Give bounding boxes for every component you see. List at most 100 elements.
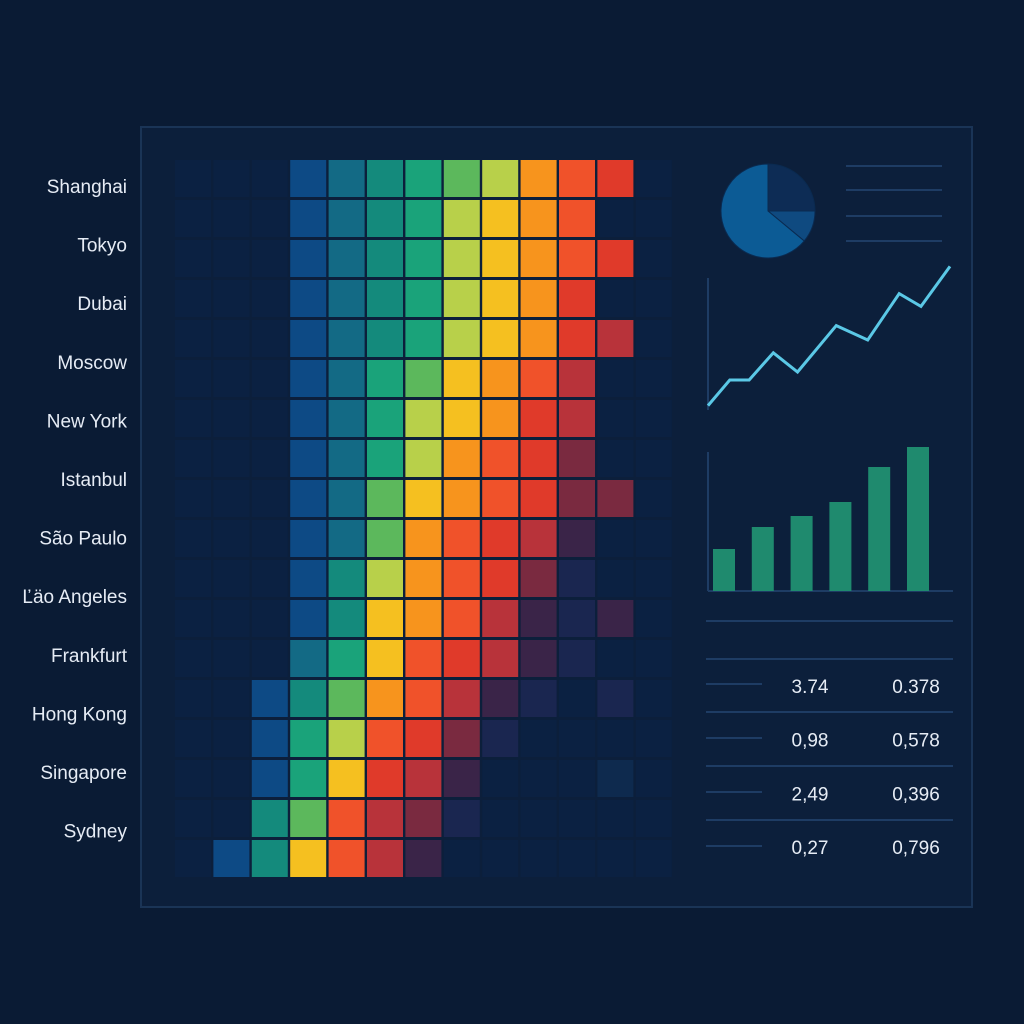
heatmap-cell bbox=[520, 560, 557, 597]
heatmap-cell bbox=[290, 600, 327, 637]
heatmap-cell bbox=[559, 240, 595, 277]
heatmap-cell bbox=[367, 720, 403, 757]
heatmap-cell bbox=[290, 800, 327, 837]
heatmap-cell bbox=[482, 480, 519, 517]
row-label: Moscow bbox=[57, 353, 127, 374]
heatmap-cell bbox=[175, 600, 211, 637]
heatmap-cell bbox=[367, 320, 403, 357]
heatmap-cell bbox=[213, 280, 250, 317]
heatmap-cell bbox=[559, 200, 595, 237]
heatmap-cell bbox=[367, 840, 403, 877]
heatmap-cell bbox=[251, 240, 288, 277]
heatmap-cell bbox=[251, 440, 288, 477]
heatmap-cell bbox=[175, 560, 211, 597]
heatmap-cell bbox=[482, 160, 519, 197]
row-label: Ľäo Angeles bbox=[22, 587, 127, 608]
heatmap-cell bbox=[520, 200, 557, 237]
heatmap-cell bbox=[251, 600, 288, 637]
heatmap-cell bbox=[328, 760, 365, 797]
heatmap-cell bbox=[328, 520, 365, 557]
heatmap-cell bbox=[290, 280, 327, 317]
heatmap-cell bbox=[405, 480, 442, 517]
heatmap-cell bbox=[290, 840, 327, 877]
heatmap-cell bbox=[520, 520, 557, 557]
heatmap-cell bbox=[213, 520, 250, 557]
heatmap-cell bbox=[443, 200, 480, 237]
heatmap-cell bbox=[367, 200, 403, 237]
heatmap-cell bbox=[328, 600, 365, 637]
heatmap-cell bbox=[635, 720, 672, 757]
table-lines bbox=[706, 620, 953, 821]
heatmap-cell bbox=[520, 440, 557, 477]
heatmap-cell bbox=[597, 440, 634, 477]
heatmap-cell bbox=[443, 840, 480, 877]
heatmap-cell bbox=[251, 840, 288, 877]
heatmap-cell bbox=[290, 520, 327, 557]
heatmap-cell bbox=[290, 480, 327, 517]
heatmap-cell bbox=[559, 360, 595, 397]
heatmap-cell bbox=[328, 440, 365, 477]
table-cell: 0,396 bbox=[892, 784, 940, 805]
heatmap-cell bbox=[443, 160, 480, 197]
heatmap-cell bbox=[328, 800, 365, 837]
heatmap-cell bbox=[482, 760, 519, 797]
heatmap-cell bbox=[328, 240, 365, 277]
heatmap-cell bbox=[597, 200, 634, 237]
heatmap-cell bbox=[559, 600, 595, 637]
heatmap-cell bbox=[251, 720, 288, 757]
heatmap-cell bbox=[597, 360, 634, 397]
heatmap-cell bbox=[290, 400, 327, 437]
heatmap-cell bbox=[328, 280, 365, 317]
heatmap-cell bbox=[482, 320, 519, 357]
heatmap-cell bbox=[559, 840, 595, 877]
heatmap-cell bbox=[328, 480, 365, 517]
heatmap-cell bbox=[443, 640, 480, 677]
heatmap-cell bbox=[482, 680, 519, 717]
heatmap-cell bbox=[635, 240, 672, 277]
heatmap-cell bbox=[367, 400, 403, 437]
heatmap-cell bbox=[520, 760, 557, 797]
heatmap-cell bbox=[251, 760, 288, 797]
heatmap-cell bbox=[175, 160, 211, 197]
heatmap-cell bbox=[290, 160, 327, 197]
heatmap-cell bbox=[482, 800, 519, 837]
row-label: Hong Kong bbox=[32, 704, 127, 725]
row-label: Shanghai bbox=[47, 177, 127, 198]
heatmap-cell bbox=[290, 440, 327, 477]
heatmap-cell bbox=[213, 360, 250, 397]
heatmap-cell bbox=[597, 320, 634, 357]
heatmap-cell bbox=[482, 560, 519, 597]
heatmap-cell bbox=[328, 680, 365, 717]
heatmap-cell bbox=[559, 800, 595, 837]
heatmap-cell bbox=[328, 160, 365, 197]
heatmap-cell bbox=[635, 440, 672, 477]
heatmap-cell bbox=[520, 160, 557, 197]
bar bbox=[829, 502, 852, 591]
heatmap-cell bbox=[175, 800, 211, 837]
heatmap-cell bbox=[405, 720, 442, 757]
heatmap-cell bbox=[443, 480, 480, 517]
heatmap-cell bbox=[405, 840, 442, 877]
heatmap-cell bbox=[597, 480, 634, 517]
heatmap-cell bbox=[367, 680, 403, 717]
heatmap-cell bbox=[405, 160, 442, 197]
row-label: Dubai bbox=[77, 294, 127, 315]
heatmap-cell bbox=[559, 280, 595, 317]
bar bbox=[907, 447, 929, 591]
heatmap-cell bbox=[443, 520, 480, 557]
heatmap-cell bbox=[290, 240, 327, 277]
heatmap-cell bbox=[482, 600, 519, 637]
heatmap-cell bbox=[443, 440, 480, 477]
heatmap-cell bbox=[597, 840, 634, 877]
heatmap-cell bbox=[251, 520, 288, 557]
heatmap-cell bbox=[482, 720, 519, 757]
heatmap-cell bbox=[175, 640, 211, 677]
heatmap-cell bbox=[443, 360, 480, 397]
heatmap-cell bbox=[367, 280, 403, 317]
heatmap-cell bbox=[520, 680, 557, 717]
heatmap-cell bbox=[635, 320, 672, 357]
heatmap-cell bbox=[290, 680, 327, 717]
heatmap-cell bbox=[635, 400, 672, 437]
